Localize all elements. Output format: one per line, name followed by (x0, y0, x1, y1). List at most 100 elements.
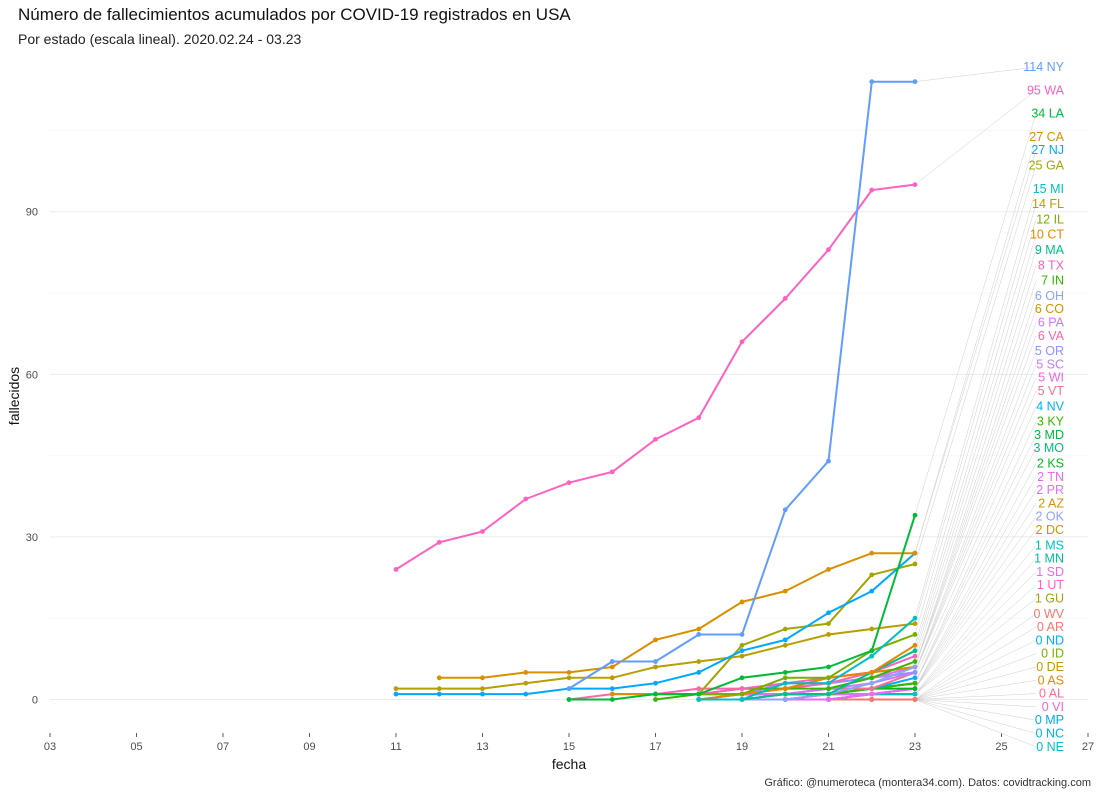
data-point (869, 79, 875, 85)
y-tick-label: 90 (26, 207, 38, 219)
line-chart: 0 30 60 90 03 05 07 09 11 13 15 17 19 21 23 25 27 fecha fa… (6, 60, 1094, 770)
data-point (393, 691, 399, 697)
data-point (566, 675, 572, 681)
series-label: 2 KS (1037, 457, 1064, 471)
series-label: 14 FL (1032, 197, 1064, 211)
x-tick-label: 27 (1082, 741, 1094, 753)
data-point (912, 669, 918, 675)
series-label: 0 AS (1038, 673, 1064, 687)
data-point (912, 653, 918, 659)
series-label: 0 AL (1039, 687, 1064, 701)
data-point (912, 642, 918, 648)
data-point (826, 680, 831, 686)
data-point (912, 664, 918, 670)
x-tick-label: 23 (909, 741, 921, 753)
leader-line (914, 476, 1037, 689)
series-label: 1 MN (1034, 552, 1064, 566)
x-tick-label: 17 (649, 741, 661, 753)
leader-line (914, 249, 1037, 651)
leader-line (914, 377, 1037, 673)
data-point (782, 296, 788, 301)
data-point (566, 686, 572, 692)
series-label: 5 SC (1036, 357, 1064, 371)
data-point (912, 561, 918, 567)
series-label: 3 MO (1033, 441, 1064, 455)
data-point (912, 659, 918, 664)
data-point (739, 599, 745, 605)
data-point (912, 675, 918, 681)
leader-line (914, 558, 1037, 695)
leader-line (914, 150, 1037, 554)
data-point (826, 621, 831, 627)
data-point (393, 686, 399, 692)
series-label: 27 CA (1029, 130, 1064, 144)
series-label: 0 NE (1036, 740, 1064, 754)
data-point (739, 697, 745, 702)
data-point (912, 615, 918, 621)
chart-caption: Gráfico: @numeroteca (montera34.com). Da… (764, 777, 1091, 789)
data-point (912, 182, 918, 188)
leader-line (914, 351, 1037, 673)
leader-line (914, 280, 1037, 662)
leader-line (914, 699, 1037, 708)
series-label: 0 NC (1036, 727, 1064, 741)
data-point (436, 691, 442, 697)
data-point (609, 675, 615, 681)
series-label: 7 IN (1041, 274, 1064, 288)
data-point (739, 339, 745, 345)
leader-line (914, 421, 1037, 684)
data-point (436, 539, 442, 545)
x-tick-label: 21 (822, 741, 834, 753)
data-point (826, 247, 831, 253)
leader-line (914, 626, 1037, 700)
data-point (912, 632, 918, 637)
data-point (480, 691, 485, 697)
x-tick-label: 09 (303, 741, 315, 753)
leader-line (914, 234, 1037, 646)
y-axis-title: fallecidos (6, 367, 22, 425)
data-point (826, 632, 831, 637)
series-label: 9 MA (1035, 243, 1065, 257)
data-point (436, 675, 442, 681)
data-point (739, 642, 745, 648)
leader-line (914, 364, 1037, 673)
leader-line (914, 699, 1037, 721)
series-label: 5 OR (1035, 344, 1064, 358)
leader-line (914, 165, 1037, 565)
data-point (609, 469, 615, 475)
leader-line (914, 219, 1037, 635)
series-label: 5 VT (1038, 384, 1065, 398)
leader-line (914, 529, 1037, 689)
leader-line (914, 390, 1037, 673)
series-label: 2 OK (1036, 510, 1065, 524)
leader-line (914, 571, 1037, 695)
series-label: 0 MP (1035, 713, 1064, 727)
data-point (696, 697, 702, 702)
data-point (696, 686, 702, 692)
leader-line (914, 188, 1037, 619)
data-point (523, 669, 529, 675)
label-leader-lines (914, 66, 1037, 748)
data-point (869, 686, 875, 692)
data-point (782, 637, 788, 643)
series-line (569, 514, 916, 701)
series-line (439, 552, 915, 679)
leader-line (914, 545, 1037, 695)
series-label: 27 NJ (1031, 143, 1064, 157)
series-label: 6 CO (1035, 302, 1064, 316)
series-line (698, 617, 916, 701)
series-label: 6 VA (1038, 329, 1065, 343)
data-point (869, 653, 875, 659)
data-point (869, 691, 875, 697)
data-point (912, 621, 918, 627)
data-point (653, 436, 658, 442)
x-axis-title: fecha (552, 756, 586, 770)
leader-line (914, 516, 1037, 689)
leader-line (914, 503, 1037, 689)
series-label: 8 TX (1038, 258, 1065, 272)
series-label: 1 SD (1036, 565, 1064, 579)
series-label: 6 OH (1035, 289, 1064, 303)
data-point (653, 680, 658, 686)
data-point (912, 680, 918, 686)
